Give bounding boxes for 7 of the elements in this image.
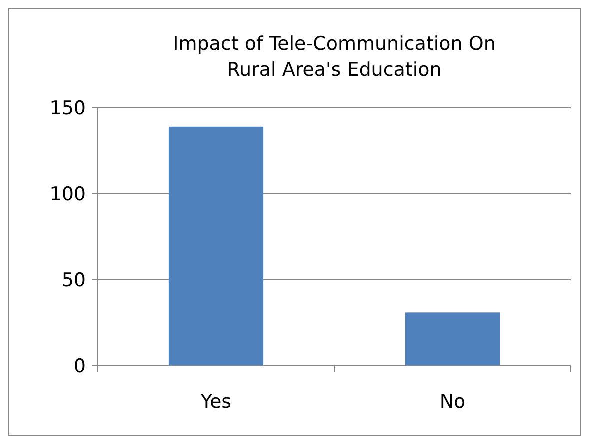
x-tick-label: No xyxy=(440,391,466,413)
x-tick-label: Yes xyxy=(200,391,232,413)
y-tick-label: 50 xyxy=(62,270,86,292)
y-tick-label: 0 xyxy=(74,356,86,378)
chart-title: Impact of Tele-Communication On Rural Area's Education xyxy=(173,33,496,81)
y-tick-label: 150 xyxy=(50,98,86,120)
y-tick-label: 100 xyxy=(50,184,86,206)
